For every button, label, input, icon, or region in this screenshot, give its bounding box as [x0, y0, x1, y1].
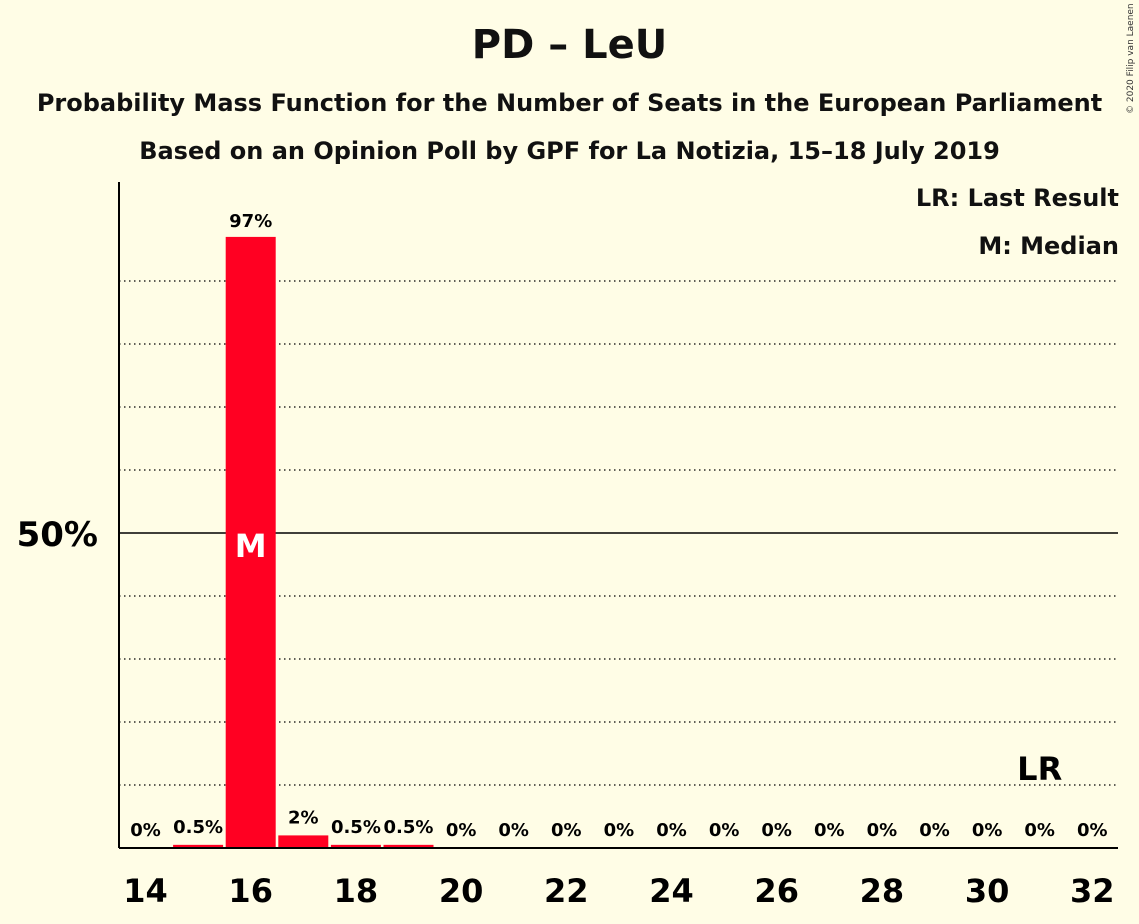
chart-subtitle-1: Probability Mass Function for the Number… [36, 89, 1103, 117]
legend-median: M: Median [978, 232, 1119, 260]
x-tick-label: 26 [754, 872, 799, 910]
value-label: 0% [604, 820, 635, 841]
x-tick-label: 30 [965, 872, 1010, 910]
legend-last-result: LR: Last Result [915, 184, 1119, 212]
value-label: 2% [288, 807, 319, 828]
value-label: 0% [551, 820, 582, 841]
y-tick-label: 50% [17, 515, 98, 555]
value-label: 0% [972, 820, 1003, 841]
x-tick-label: 16 [228, 872, 273, 910]
value-label: 0% [1077, 820, 1108, 841]
value-label: 0% [498, 820, 529, 841]
value-label: 0% [709, 820, 740, 841]
chart-subtitle-2: Based on an Opinion Poll by GPF for La N… [139, 137, 1000, 165]
value-label: 0% [1024, 820, 1055, 841]
value-label: 0% [761, 820, 792, 841]
chart-title: PD – LeU [471, 22, 668, 68]
value-label: 0.5% [331, 817, 381, 838]
value-label: 0% [130, 820, 161, 841]
bar-18 [330, 844, 381, 848]
x-tick-label: 32 [1070, 872, 1115, 910]
x-tick-label: 24 [649, 872, 694, 910]
bar-16 [225, 236, 276, 848]
value-label: 0% [919, 820, 950, 841]
x-tick-label: 28 [860, 872, 905, 910]
last-result-marker: LR [1017, 750, 1062, 788]
bar-15 [173, 844, 224, 848]
value-label: 0% [656, 820, 687, 841]
value-label: 0.5% [173, 817, 223, 838]
value-label: 0.5% [384, 817, 434, 838]
bar-17 [278, 835, 329, 848]
value-label: 0% [814, 820, 845, 841]
bar-19 [383, 844, 434, 848]
value-label: 97% [229, 211, 272, 232]
x-tick-label: 14 [123, 872, 168, 910]
x-tick-label: 22 [544, 872, 589, 910]
x-tick-label: 20 [439, 872, 484, 910]
value-label: 0% [867, 820, 898, 841]
median-marker: M [235, 527, 267, 565]
value-label: 0% [446, 820, 477, 841]
x-tick-label: 18 [334, 872, 379, 910]
